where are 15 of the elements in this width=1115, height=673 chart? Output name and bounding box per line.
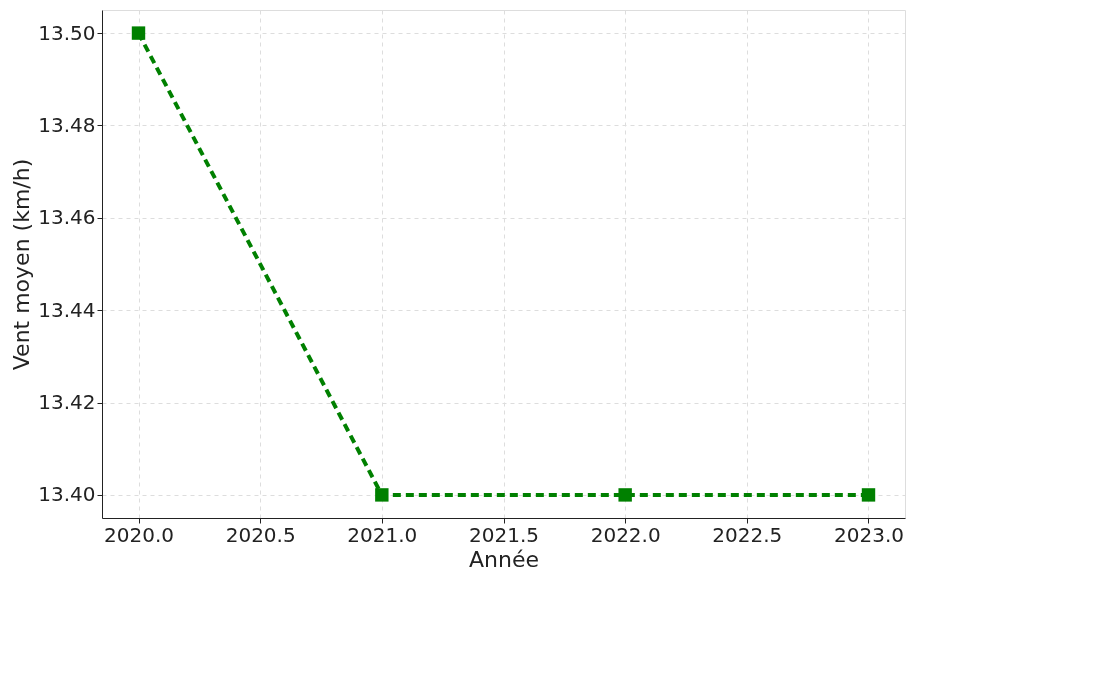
x-tick-label: 2020.5 bbox=[225, 522, 296, 547]
x-tick-label: 2020.0 bbox=[104, 522, 174, 547]
x-tick-label: 2021.0 bbox=[347, 522, 418, 547]
y-axis-title: Vent moyen (km/h) bbox=[9, 158, 35, 371]
y-tick-label: 13.50 bbox=[38, 20, 96, 45]
x-tick-label: 2023.0 bbox=[834, 522, 904, 547]
y-tick-label: 13.42 bbox=[38, 390, 96, 415]
y-tick-label: 13.40 bbox=[38, 482, 96, 507]
y-tick-label: 13.48 bbox=[38, 112, 96, 137]
x-tick-label: 2022.5 bbox=[712, 522, 783, 547]
x-tick-label: 2022.0 bbox=[590, 522, 661, 547]
y-tick-label: 13.46 bbox=[38, 205, 96, 230]
x-axis-title: Année bbox=[468, 546, 540, 572]
x-tick-label: 2021.5 bbox=[469, 522, 539, 547]
y-tick-label: 13.44 bbox=[38, 297, 96, 322]
